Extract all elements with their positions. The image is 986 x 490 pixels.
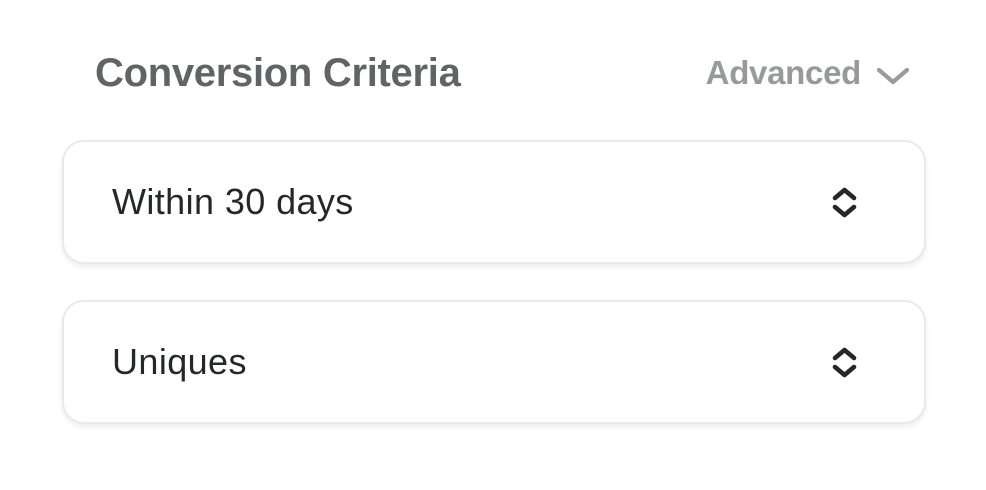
advanced-toggle-button[interactable]: Advanced (706, 54, 910, 92)
chevron-down-icon (876, 66, 910, 86)
panel-header: Conversion Criteria Advanced (95, 50, 910, 96)
advanced-toggle-label: Advanced (705, 54, 862, 91)
conversion-window-select[interactable]: Within 30 days (62, 140, 926, 264)
unfold-more-icon (831, 347, 858, 378)
conversion-count-type-select[interactable]: Uniques (62, 300, 926, 424)
page-title: Conversion Criteria (95, 50, 461, 95)
unfold-more-icon (831, 187, 858, 218)
conversion-count-type-value: Uniques (112, 341, 247, 382)
conversion-window-value: Within 30 days (112, 181, 354, 222)
